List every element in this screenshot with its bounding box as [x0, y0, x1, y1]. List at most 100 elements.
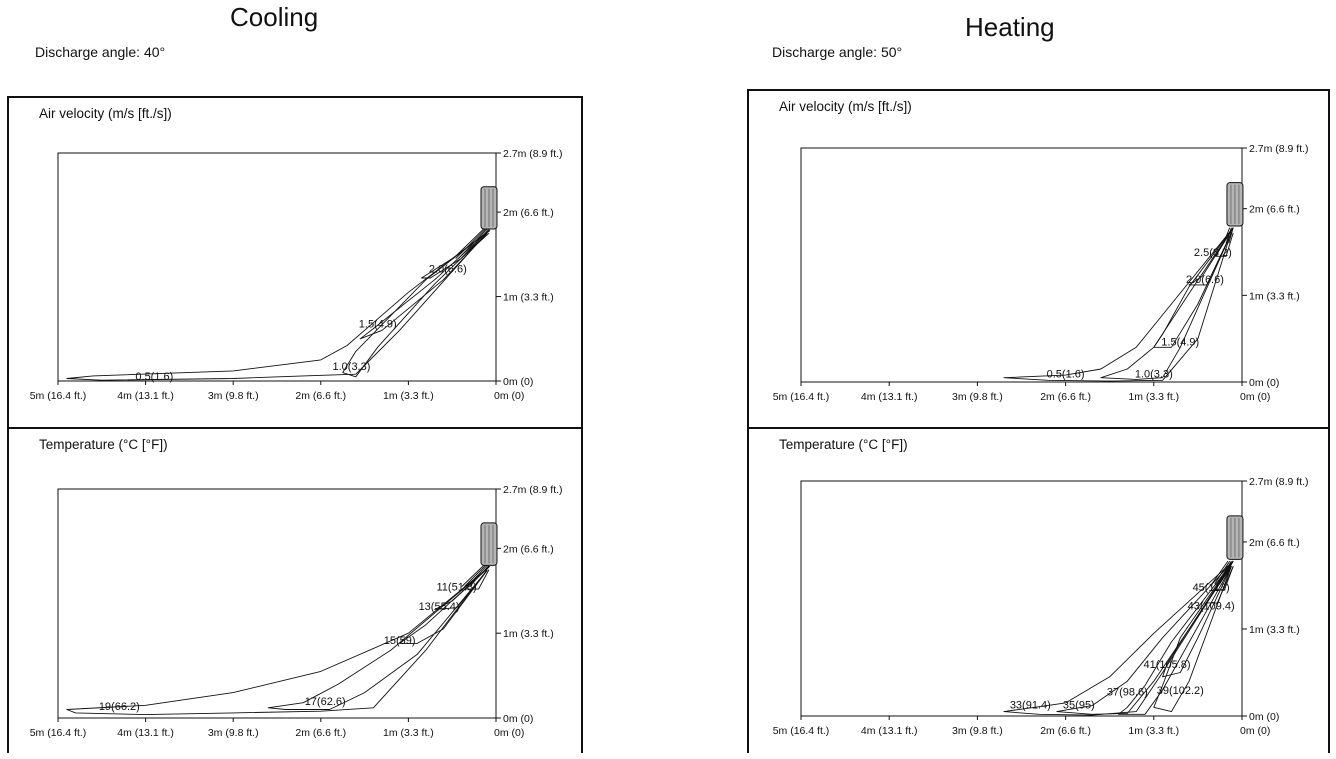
heating-velocity-panel: Air velocity (m/s [ft./s]) 5m (16.4 ft.)…	[749, 91, 1328, 429]
heating-velocity-title: Air velocity (m/s [ft./s])	[779, 99, 912, 114]
ct-x-tick-label: 5m (16.4 ft.)	[30, 727, 87, 739]
hv-x-tick-label: 2m (6.6 ft.)	[1040, 391, 1091, 403]
ct-plot-frame	[57, 488, 497, 719]
ct-contour-line	[399, 566, 490, 644]
cooling-temperature-chart: 5m (16.4 ft.) 4m (13.1 ft.) 3m (9.8 ft.) 2m…	[30, 484, 563, 739]
ct-x-tick-label: 0m (0)	[494, 727, 524, 739]
ht-x-tick-label: 5m (16.4 ft.)	[773, 725, 830, 737]
ct-contour-line	[461, 564, 485, 587]
cooling-velocity-title: Air velocity (m/s [ft./s])	[39, 106, 172, 121]
cv-x-tick-label: 2m (6.6 ft.)	[295, 390, 346, 402]
cv-x-tick-label: 0m (0)	[494, 390, 524, 402]
ht-contour-line	[1056, 560, 1234, 715]
cooling-temperature-panel: Temperature (°C [°F]) 5m (16.4 ft.) 4m (1…	[9, 429, 581, 759]
ht-x-tick-label: 0m (0)	[1240, 725, 1270, 737]
hv-contour-label: 2.0(6.6)	[1186, 274, 1224, 286]
heating-temperature-chart: 5m (16.4 ft.) 4m (13.1 ft.) 3m (9.8 ft.) 2m…	[773, 476, 1309, 737]
ht-contour-label: 45(113)	[1193, 582, 1230, 594]
hv-x-tick-label: 1m (3.3 ft.)	[1128, 391, 1179, 403]
ht-y-tick-label: 2.7m (8.9 ft.)	[1249, 476, 1309, 488]
hv-x-tick-label: 5m (16.4 ft.)	[773, 391, 830, 403]
hv-contour-line	[1228, 227, 1234, 244]
hv-x-tick-label: 0m (0)	[1240, 391, 1270, 403]
hv-contour-label: 2.5(8.2)	[1194, 247, 1232, 259]
cv-contour-line	[457, 228, 488, 259]
cv-contour-line	[460, 228, 490, 259]
cooling-temperature-title: Temperature (°C [°F])	[39, 437, 168, 452]
cv-contour-line	[66, 229, 491, 381]
cooling-velocity-panel: Air velocity (m/s [ft./s]) 5m (16.4 ft.)…	[9, 98, 581, 429]
ct-y-tick-label: 0m (0)	[503, 713, 533, 725]
ct-contour-label: 13(55.4)	[419, 601, 460, 613]
ht-contour-label: 33(91.4)	[1010, 700, 1051, 712]
hv-contour-label: 1.0(3.3)	[1135, 368, 1173, 380]
heating-temperature-panel: Temperature (°C [°F]) 5m (16.4 ft.) 4m (1…	[749, 429, 1328, 759]
cv-y-tick-label: 2m (6.6 ft.)	[503, 207, 554, 219]
ht-contour-line	[1003, 560, 1234, 716]
cv-x-tick-label: 1m (3.3 ft.)	[383, 390, 434, 402]
ht-plot-frame	[800, 480, 1243, 717]
hv-contour-line	[1100, 227, 1234, 380]
ht-contour-label: 35(95)	[1063, 700, 1095, 712]
cv-contour-label: 0.5(1.6)	[135, 371, 173, 383]
hv-plot-frame	[800, 147, 1243, 383]
ht-x-tick-label: 4m (13.1 ft.)	[861, 725, 918, 737]
heating-temperature-title: Temperature (°C [°F])	[779, 437, 908, 452]
ct-contour-label: 11(51.8)	[437, 582, 477, 594]
ct-y-tick-label: 1m (3.3 ft.)	[503, 628, 554, 640]
cv-x-tick-label: 4m (13.1 ft.)	[117, 390, 174, 402]
cv-y-tick-label: 0m (0)	[503, 376, 533, 388]
ht-contour-label: 39(102.2)	[1157, 685, 1204, 697]
ht-x-tick-label: 3m (9.8 ft.)	[952, 725, 1003, 737]
ht-y-tick-label: 2m (6.6 ft.)	[1249, 537, 1300, 549]
ct-y-tick-label: 2.7m (8.9 ft.)	[503, 484, 563, 496]
hv-x-tick-label: 4m (13.1 ft.)	[861, 391, 918, 403]
ht-contour-line	[1153, 560, 1234, 713]
cv-contour-label: 2.0(6.6)	[429, 264, 467, 276]
hv-contour-label: 1.5(4.9)	[1161, 336, 1199, 348]
cv-x-tick-label: 5m (16.4 ft.)	[30, 390, 87, 402]
ht-y-tick-label: 0m (0)	[1249, 711, 1279, 723]
hv-y-tick-label: 1m (3.3 ft.)	[1249, 290, 1300, 302]
heating-panel-group: Air velocity (m/s [ft./s]) 5m (16.4 ft.)…	[747, 89, 1330, 753]
hv-x-tick-label: 3m (9.8 ft.)	[952, 391, 1003, 403]
cv-y-tick-label: 1m (3.3 ft.)	[503, 292, 554, 304]
hv-y-tick-label: 0m (0)	[1249, 377, 1279, 389]
cv-y-tick-label: 2.7m (8.9 ft.)	[503, 148, 563, 160]
ct-y-tick-label: 2m (6.6 ft.)	[503, 543, 554, 555]
ct-x-tick-label: 1m (3.3 ft.)	[383, 727, 434, 739]
ht-contour-line	[1118, 560, 1234, 715]
cv-plot-frame	[57, 152, 497, 382]
ct-contour-label: 17(62.6)	[305, 696, 346, 708]
ht-y-tick-label: 1m (3.3 ft.)	[1249, 624, 1300, 636]
hv-y-tick-label: 2.7m (8.9 ft.)	[1249, 143, 1309, 155]
ct-contour-line	[267, 566, 490, 710]
cv-contour-line	[455, 228, 486, 259]
cooling-velocity-chart: 5m (16.4 ft.) 4m (13.1 ft.) 3m (9.8 ft.) 2m…	[30, 148, 563, 402]
hv-y-tick-label: 2m (6.6 ft.)	[1249, 204, 1300, 216]
ct-x-tick-label: 4m (13.1 ft.)	[117, 727, 174, 739]
hv-contour-line	[1003, 227, 1234, 382]
cooling-title: Cooling	[230, 2, 319, 32]
cv-contour-line	[359, 230, 490, 340]
heating-discharge-angle: Discharge angle: 50°	[772, 44, 903, 60]
ct-contour-line	[464, 564, 486, 587]
cv-contour-label: 1.0(3.3)	[332, 361, 370, 373]
ct-contour-line	[66, 565, 491, 716]
ct-x-tick-label: 2m (6.6 ft.)	[295, 727, 346, 739]
heating-title: Heating	[965, 12, 1055, 42]
ht-contour-label: 41(105.8)	[1143, 659, 1190, 671]
ct-contour-label: 15(59)	[384, 635, 416, 647]
ht-x-tick-label: 2m (6.6 ft.)	[1040, 725, 1091, 737]
cooling-discharge-angle: Discharge angle: 40°	[35, 44, 166, 60]
ht-x-tick-label: 1m (3.3 ft.)	[1128, 725, 1179, 737]
ht-contour-label: 37(98.6)	[1107, 687, 1148, 699]
cv-contour-label: 1.5(4.9)	[359, 319, 397, 331]
ct-x-tick-label: 3m (9.8 ft.)	[208, 727, 259, 739]
ct-contour-label: 19(66.2)	[99, 701, 140, 713]
ht-contour-label: 43(109.4)	[1188, 600, 1235, 612]
cooling-panel-group: Air velocity (m/s [ft./s]) 5m (16.4 ft.)…	[7, 96, 583, 753]
cv-x-tick-label: 3m (9.8 ft.)	[208, 390, 259, 402]
cv-contour-line	[452, 228, 485, 259]
hv-contour-label: 0.5(1.6)	[1047, 368, 1085, 380]
